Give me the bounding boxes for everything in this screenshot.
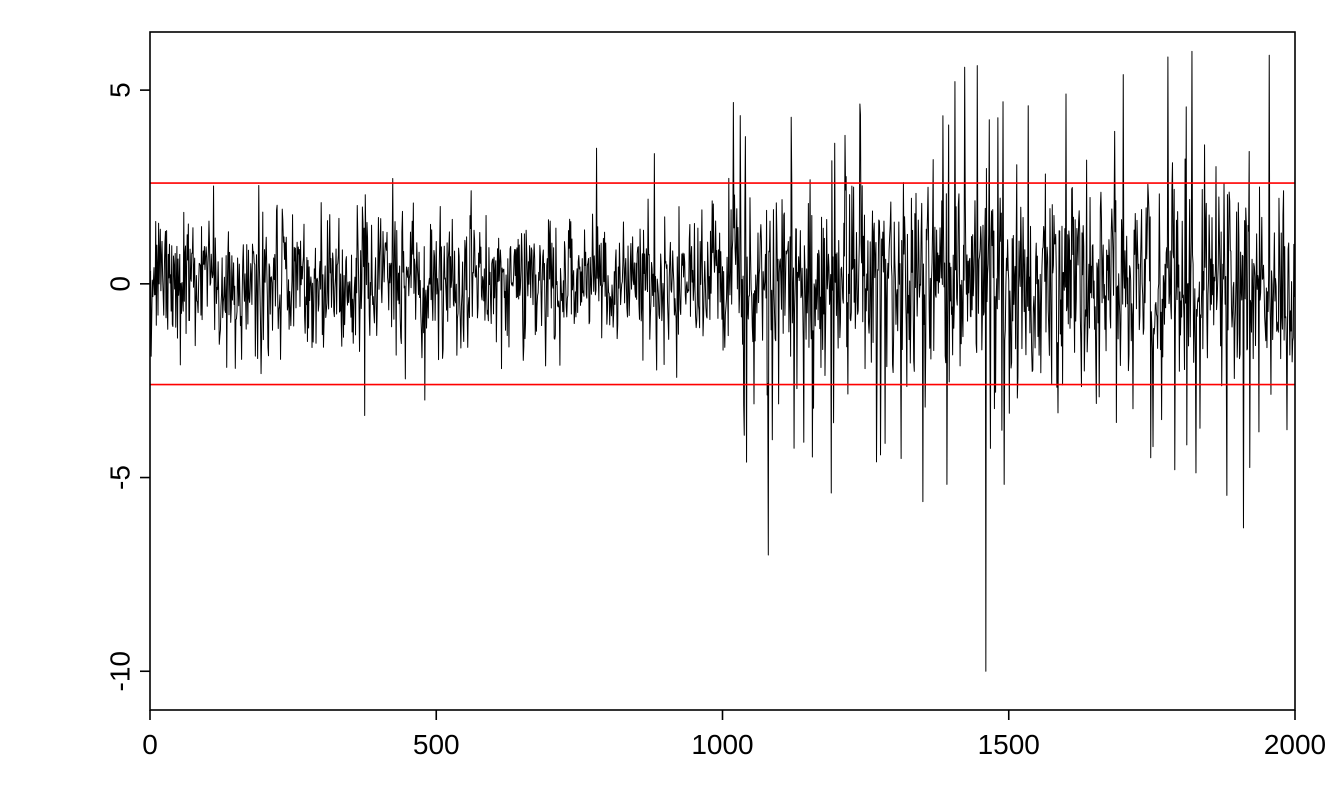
chart-background [0, 0, 1344, 806]
timeseries-chart: 0 500 1000 1500 2000 -10 -5 0 5 [0, 0, 1344, 806]
y-tick-label: 0 [104, 276, 135, 292]
x-tick-label: 2000 [1264, 729, 1326, 760]
y-tick-label: -10 [104, 651, 135, 691]
x-tick-label: 1500 [978, 729, 1040, 760]
y-tick-label: -5 [104, 465, 135, 490]
chart-svg: 0 500 1000 1500 2000 -10 -5 0 5 [0, 0, 1344, 806]
x-tick-label: 0 [142, 729, 158, 760]
x-tick-label: 1000 [691, 729, 753, 760]
y-tick-label: 5 [104, 82, 135, 98]
x-tick-label: 500 [413, 729, 460, 760]
